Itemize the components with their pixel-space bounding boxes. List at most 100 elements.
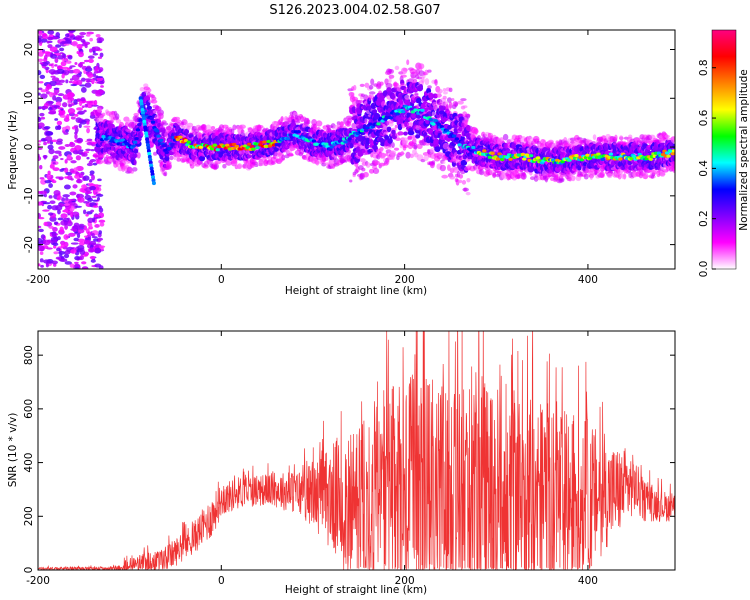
- halo-cell: [479, 169, 485, 176]
- halo-cell: [442, 91, 448, 95]
- halo-cell: [405, 151, 411, 159]
- noise-cell: [38, 143, 41, 146]
- noise-cell: [77, 238, 86, 243]
- noise-cell: [93, 214, 101, 218]
- noise-cell: [88, 58, 94, 64]
- noise-cell: [39, 258, 44, 263]
- noise-cell: [54, 57, 59, 64]
- halo-cell: [359, 83, 365, 88]
- band-cell: [434, 146, 441, 153]
- noise-cell: [70, 83, 78, 87]
- noise-cell: [47, 30, 55, 35]
- halo-cell: [599, 171, 605, 179]
- noise-cell: [48, 111, 57, 115]
- halo-cell: [400, 74, 407, 78]
- noise-cell: [90, 209, 95, 213]
- halo-cell: [213, 163, 219, 170]
- noise-cell: [67, 99, 71, 105]
- noise-cell: [38, 81, 44, 84]
- halo-cell: [393, 147, 400, 151]
- noise-cell: [70, 116, 76, 120]
- noise-cell: [49, 200, 56, 205]
- noise-cell: [65, 79, 69, 84]
- noise-cell: [38, 217, 45, 220]
- noise-cell: [68, 232, 76, 237]
- halo-cell: [402, 144, 409, 149]
- noise-cell: [76, 43, 83, 49]
- halo-cell: [448, 101, 453, 109]
- noise-cell: [55, 44, 62, 48]
- halo-cell: [558, 179, 565, 183]
- halo-cell: [475, 167, 479, 172]
- noise-cell: [96, 81, 105, 84]
- noise-cell: [69, 263, 75, 268]
- halo-cell: [157, 117, 161, 124]
- noise-cell: [87, 55, 95, 59]
- noise-cell: [52, 167, 60, 172]
- noise-cell: [64, 176, 70, 179]
- noise-cell: [38, 58, 44, 63]
- noise-cell: [49, 80, 57, 87]
- noise-cell: [73, 99, 78, 105]
- noise-cell: [39, 74, 46, 79]
- noise-cell: [98, 230, 102, 235]
- noise-cell: [86, 31, 95, 35]
- noise-cell: [90, 111, 95, 117]
- band-cell: [407, 130, 415, 136]
- noise-cell: [89, 37, 93, 42]
- halo-cell: [351, 122, 357, 129]
- noise-cell: [47, 144, 54, 150]
- halo-cell: [533, 175, 539, 182]
- halo-cell: [400, 150, 404, 156]
- noise-cell: [38, 37, 42, 43]
- noise-cell: [61, 73, 65, 79]
- halo-cell: [368, 91, 376, 95]
- noise-cell: [70, 242, 79, 245]
- noise-cell: [74, 61, 78, 66]
- noise-cell: [55, 204, 63, 211]
- noise-cell: [88, 223, 93, 228]
- noise-cell: [55, 82, 63, 86]
- band-cell: [387, 137, 393, 144]
- noise-cell: [72, 68, 81, 74]
- noise-cell: [74, 127, 79, 134]
- halo-cell: [166, 161, 172, 165]
- noise-cell: [54, 64, 58, 67]
- halo-cell: [388, 74, 395, 79]
- noise-cell: [70, 228, 78, 231]
- noise-cell: [85, 100, 94, 104]
- noise-cell: [58, 153, 62, 157]
- noise-cell: [55, 140, 63, 145]
- noise-cell: [96, 40, 103, 44]
- halo-cell: [418, 63, 425, 70]
- noise-cell: [46, 40, 50, 44]
- halo-cell: [614, 134, 618, 141]
- band-cell: [457, 133, 462, 139]
- noise-cell: [89, 170, 95, 175]
- band-cell: [428, 92, 434, 99]
- noise-cell: [95, 75, 104, 79]
- noise-cell: [84, 82, 92, 88]
- noise-cell: [93, 70, 99, 74]
- noise-cell: [51, 77, 60, 82]
- halo-cell: [417, 76, 423, 80]
- noise-cell: [100, 85, 104, 88]
- noise-cell: [63, 209, 69, 213]
- band-cell: [418, 83, 423, 90]
- halo-cell: [161, 122, 169, 126]
- halo-cell: [436, 151, 443, 157]
- noise-cell: [79, 249, 86, 255]
- noise-cell: [44, 135, 53, 142]
- noise-cell: [77, 245, 85, 250]
- noise-cell: [86, 127, 90, 134]
- noise-cell: [52, 162, 56, 165]
- noise-cell: [65, 60, 72, 64]
- band-cell: [184, 128, 190, 135]
- halo-cell: [394, 65, 400, 71]
- halo-cell: [379, 146, 384, 153]
- noise-cell: [86, 80, 93, 83]
- noise-cell: [52, 242, 59, 247]
- chart-title: S126.2023.004.02.58.G07: [269, 3, 440, 18]
- halo-cell: [589, 174, 593, 180]
- noise-cell: [87, 217, 94, 223]
